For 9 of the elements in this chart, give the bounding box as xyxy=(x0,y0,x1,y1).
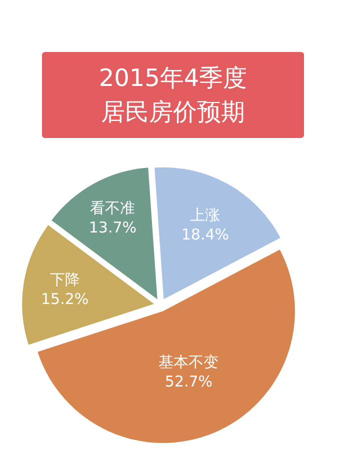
slice-label: 基本不变 xyxy=(158,353,219,372)
chart-title: 2015年4季度居民房价预期 xyxy=(98,63,248,128)
slice-label: 看不准 xyxy=(90,198,136,217)
slice-label: 上涨 xyxy=(190,206,220,224)
data-label: 13.7% xyxy=(88,218,137,236)
data-label: 15.2% xyxy=(40,290,89,308)
slice-label: 下降 xyxy=(50,270,80,289)
data-label: 52.7% xyxy=(164,372,213,391)
data-label: 18.4% xyxy=(181,225,230,244)
